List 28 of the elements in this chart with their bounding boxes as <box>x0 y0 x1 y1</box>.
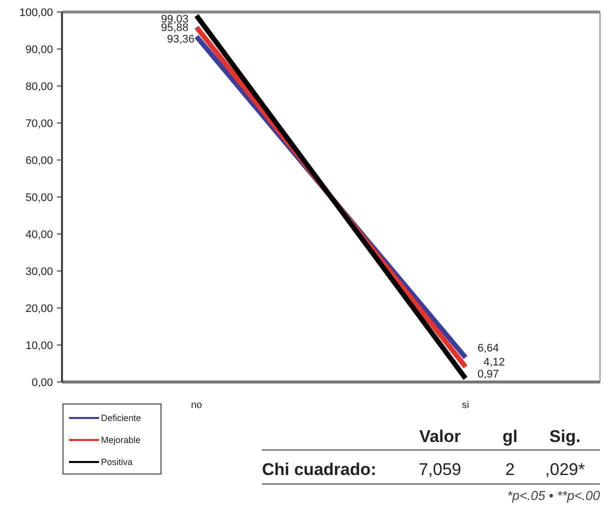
y-tick-label: 10,00 <box>25 340 53 352</box>
text: 7,059 <box>418 460 462 479</box>
legend-label: Positiva <box>101 457 133 468</box>
legend-label: Deficiente <box>101 413 142 424</box>
x-tick-label: no <box>190 400 202 411</box>
data-label: 0,97 <box>478 368 499 380</box>
y-tick-label: 0,00 <box>32 376 53 389</box>
legend-label: Mejorable <box>101 435 141 446</box>
data-label: 93,36 <box>166 33 194 46</box>
text: gl <box>502 427 518 446</box>
data-label: 4,12 <box>484 356 505 369</box>
data-label: 6,64 <box>478 342 499 354</box>
y-tick-label: 50,00 <box>25 192 53 204</box>
text: Sig. <box>549 427 581 446</box>
y-tick-label: 90,00 <box>25 44 53 56</box>
y-tick-label: 100,00 <box>19 6 53 19</box>
y-tick-label: 60,00 <box>25 154 53 167</box>
y-tick-label: 20,00 <box>25 302 53 315</box>
y-tick-label: 80,00 <box>25 80 53 93</box>
text: ,029* <box>545 460 586 479</box>
y-tick-label: 40,00 <box>25 228 53 241</box>
text: *p<.05 • **p<.00 <box>507 488 601 503</box>
y-tick-label: 30,00 <box>25 266 53 278</box>
y-tick-label: 70,00 <box>25 118 53 130</box>
text: 2 <box>505 460 515 479</box>
text: Valor <box>419 427 462 446</box>
x-tick-label: si <box>462 400 470 411</box>
text: Chi cuadrado: <box>262 460 376 479</box>
